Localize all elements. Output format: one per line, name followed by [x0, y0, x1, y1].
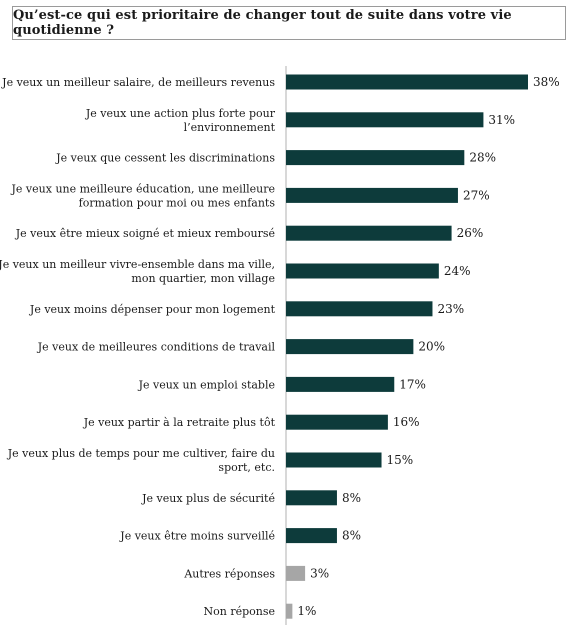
bar — [286, 339, 414, 355]
value-label: 17% — [399, 377, 426, 391]
value-label: 3% — [310, 566, 329, 580]
category-label: Je veux une action plus forte pour l’envi… — [85, 107, 276, 134]
bar — [286, 490, 337, 506]
category-label: Je veux un meilleur salaire, de meilleur… — [1, 76, 275, 89]
category-label: Non réponse — [204, 605, 276, 618]
value-label: 15% — [387, 453, 414, 467]
category-label: Autres réponses — [183, 567, 275, 580]
bar — [286, 565, 306, 581]
category-label: Je veux de meilleures conditions de trav… — [37, 341, 276, 354]
value-label: 1% — [297, 604, 316, 618]
category-label: Je veux plus de temps pour me cultiver, … — [7, 447, 275, 474]
bar — [286, 376, 395, 392]
bar — [286, 112, 484, 128]
bar — [286, 225, 452, 241]
bar — [286, 263, 439, 279]
value-label: 24% — [444, 264, 471, 278]
category-label: Je veux un meilleur vivre-ensemble dans … — [0, 258, 275, 285]
category-label: Je veux une meilleure éducation, une mei… — [11, 182, 276, 209]
chart-title: Qu’est-ce qui est prioritaire de changer… — [12, 6, 566, 40]
bar — [286, 301, 433, 317]
category-label: Je veux être moins surveillé — [119, 530, 275, 543]
category-label: Je veux un emploi stable — [138, 378, 275, 391]
value-label: 31% — [488, 113, 515, 127]
value-label: 23% — [437, 302, 464, 316]
bar — [286, 528, 337, 544]
bar — [286, 414, 388, 430]
category-label: Je veux partir à la retraite plus tôt — [83, 416, 276, 429]
value-label: 8% — [342, 529, 361, 543]
bar — [286, 74, 528, 90]
value-label: 26% — [457, 226, 484, 240]
value-label: 8% — [342, 491, 361, 505]
bar — [286, 603, 293, 619]
value-label: 38% — [533, 75, 560, 89]
category-label: Je veux plus de sécurité — [141, 492, 275, 505]
category-label: Je veux être mieux soigné et mieux rembo… — [15, 227, 275, 240]
value-label: 27% — [463, 188, 490, 202]
value-label: 20% — [418, 340, 445, 354]
bar — [286, 150, 465, 166]
value-label: 16% — [393, 415, 420, 429]
value-label: 28% — [469, 151, 496, 165]
bar — [286, 187, 458, 203]
category-label: Je veux moins dépenser pour mon logement — [29, 303, 276, 316]
category-label: Je veux que cessent les discriminations — [55, 152, 275, 165]
bar — [286, 452, 382, 468]
